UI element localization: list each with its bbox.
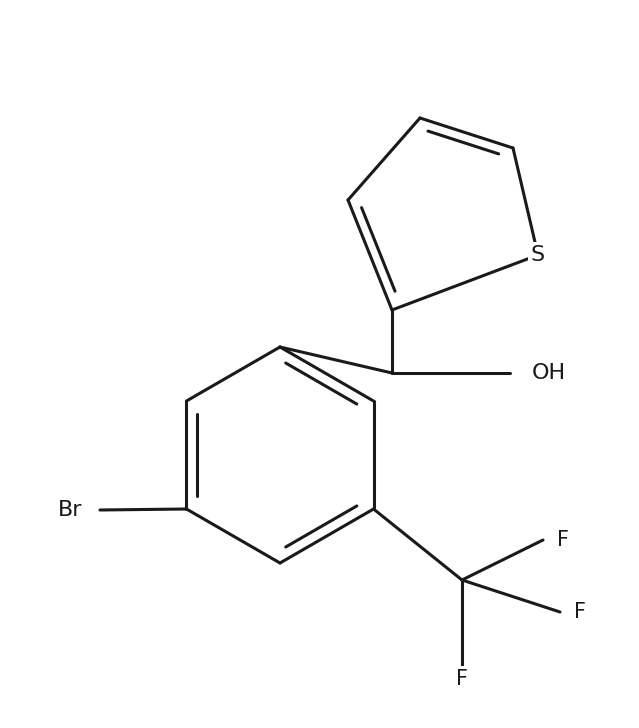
- Text: S: S: [531, 245, 545, 265]
- Text: F: F: [574, 602, 586, 622]
- Text: Br: Br: [58, 500, 82, 520]
- Text: F: F: [456, 669, 468, 689]
- Text: F: F: [557, 530, 569, 550]
- Text: OH: OH: [532, 363, 566, 383]
